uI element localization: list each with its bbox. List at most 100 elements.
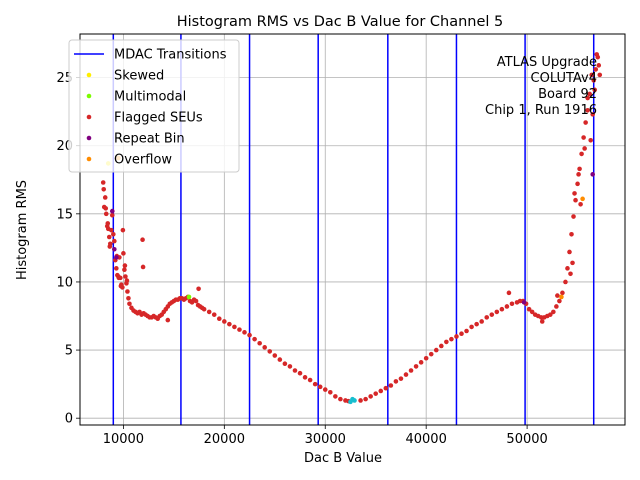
data-point bbox=[565, 266, 570, 271]
data-point bbox=[116, 275, 122, 281]
data-point bbox=[216, 316, 222, 322]
legend-label: MDAC Transitions bbox=[114, 48, 227, 63]
x-tick-label: 50000 bbox=[506, 432, 547, 447]
data-point bbox=[352, 398, 357, 403]
data-point bbox=[277, 357, 283, 362]
data-point bbox=[593, 67, 599, 72]
data-point bbox=[398, 376, 404, 381]
data-point bbox=[103, 211, 109, 217]
annotation-line: Chip 1, Run 1916 bbox=[485, 103, 597, 118]
y-axis-title: Histogram RMS bbox=[15, 180, 30, 280]
data-point bbox=[597, 72, 603, 78]
data-point bbox=[423, 355, 429, 361]
annotation-line: ATLAS Upgrade bbox=[497, 55, 597, 70]
data-point bbox=[585, 107, 590, 113]
data-point bbox=[589, 72, 594, 78]
grid bbox=[80, 34, 625, 425]
data-point bbox=[111, 231, 116, 237]
data-point bbox=[596, 63, 602, 68]
data-point bbox=[242, 330, 247, 335]
data-point bbox=[428, 351, 434, 357]
data-point bbox=[373, 391, 379, 396]
data-point bbox=[327, 390, 333, 395]
data-point bbox=[292, 368, 298, 373]
data-point bbox=[322, 387, 328, 392]
data-point bbox=[579, 151, 584, 157]
data-point bbox=[222, 319, 227, 324]
data-point bbox=[122, 267, 127, 272]
legend-box bbox=[68, 39, 240, 173]
data-point bbox=[109, 212, 115, 218]
data-point bbox=[112, 238, 117, 244]
mdac-transition-lines bbox=[112, 34, 595, 425]
data-point bbox=[127, 301, 132, 307]
data-point bbox=[201, 306, 207, 312]
data-point bbox=[570, 260, 575, 266]
data-point bbox=[506, 290, 512, 296]
legend-label: Overflow bbox=[114, 153, 172, 168]
data-point bbox=[383, 385, 389, 391]
data-point bbox=[297, 370, 303, 376]
data-point bbox=[358, 398, 363, 403]
data-point bbox=[554, 304, 559, 309]
data-point bbox=[567, 249, 572, 255]
data-point bbox=[572, 191, 577, 196]
data-point bbox=[363, 396, 368, 402]
data-point bbox=[193, 298, 199, 304]
data-point bbox=[211, 312, 217, 317]
data-point bbox=[118, 283, 124, 289]
data-point bbox=[591, 78, 597, 83]
data-point bbox=[479, 319, 484, 324]
data-point bbox=[454, 334, 459, 339]
data-point bbox=[526, 306, 532, 312]
legend-marker-swatch bbox=[86, 93, 92, 99]
data-point bbox=[388, 383, 394, 388]
data-point bbox=[282, 361, 288, 366]
x-axis: 10000 20000 30000 40000 50000 bbox=[103, 425, 548, 447]
data-point bbox=[100, 180, 106, 185]
series-multimodal bbox=[186, 294, 192, 300]
data-points bbox=[100, 52, 603, 405]
data-point bbox=[232, 324, 237, 330]
data-point bbox=[529, 309, 535, 315]
annotation-line: COLUTAv4 bbox=[531, 71, 597, 86]
data-point bbox=[122, 263, 128, 268]
data-point bbox=[585, 95, 590, 101]
data-point bbox=[126, 295, 131, 301]
data-point bbox=[489, 312, 495, 317]
series-repeat-bin bbox=[109, 172, 596, 305]
legend-label: Multimodal bbox=[114, 90, 186, 105]
data-point bbox=[114, 255, 119, 260]
plot-frame bbox=[79, 33, 626, 426]
series-flagged-seus bbox=[100, 52, 603, 404]
data-point bbox=[307, 377, 313, 383]
data-point bbox=[580, 196, 585, 202]
legend: MDAC Transitions Skewed Multimodal Flagged … bbox=[68, 39, 240, 173]
y-tick-label: 15 bbox=[56, 207, 73, 222]
data-point bbox=[121, 251, 126, 256]
legend-marker-swatch bbox=[86, 72, 92, 78]
data-point bbox=[581, 135, 586, 140]
data-point bbox=[590, 112, 596, 117]
data-point bbox=[368, 394, 373, 399]
chart-title: Histogram RMS vs Dac B Value for Channel… bbox=[177, 14, 504, 30]
data-point bbox=[206, 309, 212, 315]
data-point bbox=[252, 336, 257, 342]
data-point bbox=[548, 312, 553, 317]
data-point bbox=[106, 234, 112, 240]
data-point bbox=[413, 364, 419, 369]
data-point bbox=[112, 246, 117, 252]
data-point bbox=[186, 294, 192, 300]
data-point bbox=[449, 336, 454, 342]
legend-label: Repeat Bin bbox=[114, 132, 185, 147]
data-point bbox=[587, 91, 592, 97]
data-point bbox=[140, 237, 145, 243]
data-point bbox=[312, 381, 318, 387]
data-point bbox=[499, 306, 505, 312]
data-point bbox=[469, 324, 474, 330]
data-point bbox=[378, 388, 384, 394]
data-point bbox=[418, 360, 424, 365]
data-point bbox=[272, 353, 278, 358]
